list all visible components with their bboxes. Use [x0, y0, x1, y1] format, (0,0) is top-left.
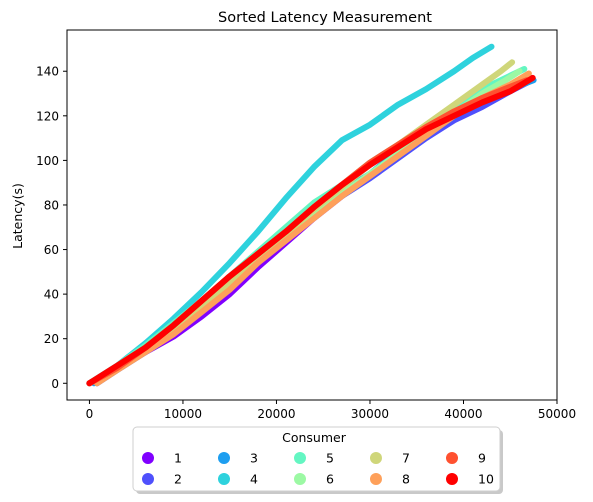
series-10-line [86, 74, 536, 387]
legend-marker-3 [218, 452, 230, 464]
legend-marker-5 [294, 452, 306, 464]
y-tick-label: 0 [51, 377, 59, 391]
legend-label-2: 2 [174, 472, 182, 487]
legend-label-8: 8 [402, 472, 410, 487]
y-tick-label: 60 [44, 243, 59, 257]
y-axis: 0 20 40 60 80 100 120 140 [36, 65, 67, 391]
y-tick-label: 40 [44, 288, 59, 302]
y-tick-label: 100 [36, 154, 59, 168]
legend-label-7: 7 [402, 451, 410, 466]
series-layer [86, 43, 537, 387]
plot-frame [66, 29, 558, 401]
x-axis: 0 10000 20000 30000 40000 50000 [86, 400, 576, 421]
legend-label-10: 10 [478, 472, 494, 487]
legend-items: 1 2 3 4 5 6 7 8 9 10 [142, 451, 494, 487]
legend-title: Consumer [282, 430, 347, 445]
x-tick-label: 10000 [164, 407, 202, 421]
legend-label-9: 9 [478, 451, 486, 466]
x-tick-label: 50000 [538, 407, 576, 421]
legend-label-5: 5 [326, 451, 334, 466]
legend-marker-6 [294, 473, 306, 485]
legend-marker-8 [370, 473, 382, 485]
x-tick-label: 30000 [351, 407, 389, 421]
x-tick-label: 0 [86, 407, 94, 421]
y-tick-label: 20 [44, 332, 59, 346]
legend-marker-4 [218, 473, 230, 485]
y-tick-label: 120 [36, 109, 59, 123]
x-tick-label: 20000 [257, 407, 295, 421]
y-tick-label: 140 [36, 65, 59, 79]
legend-label-6: 6 [326, 472, 334, 487]
legend-label-4: 4 [250, 472, 258, 487]
y-axis-label: Latency(s) [10, 183, 25, 249]
legend-label-3: 3 [250, 451, 258, 466]
legend-marker-9 [446, 452, 458, 464]
legend-label-1: 1 [174, 451, 182, 466]
legend-marker-1 [142, 452, 154, 464]
legend: Consumer 1 2 3 4 5 6 7 8 9 10 [132, 426, 503, 494]
legend-marker-10 [446, 473, 458, 485]
legend-marker-2 [142, 473, 154, 485]
series-4-line [86, 43, 495, 387]
y-tick-label: 80 [44, 198, 59, 212]
x-tick-label: 40000 [444, 407, 482, 421]
legend-marker-7 [370, 452, 382, 464]
chart-title: Sorted Latency Measurement [218, 10, 432, 26]
